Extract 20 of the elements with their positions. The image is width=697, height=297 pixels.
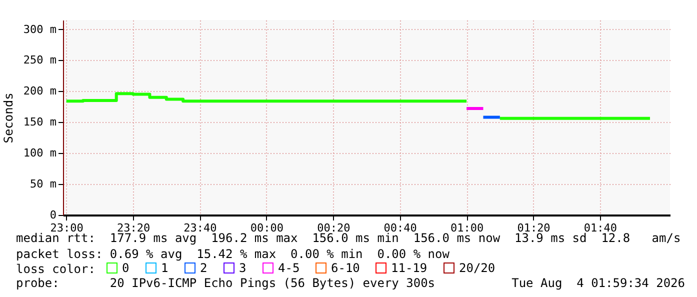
y-axis-title: Seconds: [1, 92, 16, 144]
legend-label: 3: [239, 261, 246, 275]
legend-label: 11-19: [391, 261, 428, 275]
y-tick-label: 300 m: [23, 22, 57, 36]
y-tick-label: 100 m: [23, 146, 57, 160]
y-tick-label: 50 m: [30, 178, 57, 191]
text: packet loss: 0.69 % avg 15.42 % max 0.00 % min 0.00 % now: [16, 247, 450, 261]
legend-label: 0: [122, 261, 130, 275]
legend-label: 20/20: [459, 261, 496, 275]
legend-label: 4-5: [278, 261, 300, 275]
y-tick-label: 200 m: [23, 84, 57, 98]
legend-label: 2: [200, 261, 208, 275]
y-tick-label: 0: [50, 208, 56, 222]
legend-label: 6-10: [331, 261, 360, 275]
y-tick-label: 150 m: [23, 116, 57, 129]
text: probe: 20 IPv6-ICMP Echo Pings (56 Bytes) every 300s: [16, 276, 436, 290]
legend-title: loss color:: [16, 262, 96, 276]
legend-label: 1: [161, 261, 168, 275]
text: Tue Aug 4 01:59:34 2026: [512, 276, 685, 290]
y-tick-label: 250 m: [23, 54, 57, 67]
